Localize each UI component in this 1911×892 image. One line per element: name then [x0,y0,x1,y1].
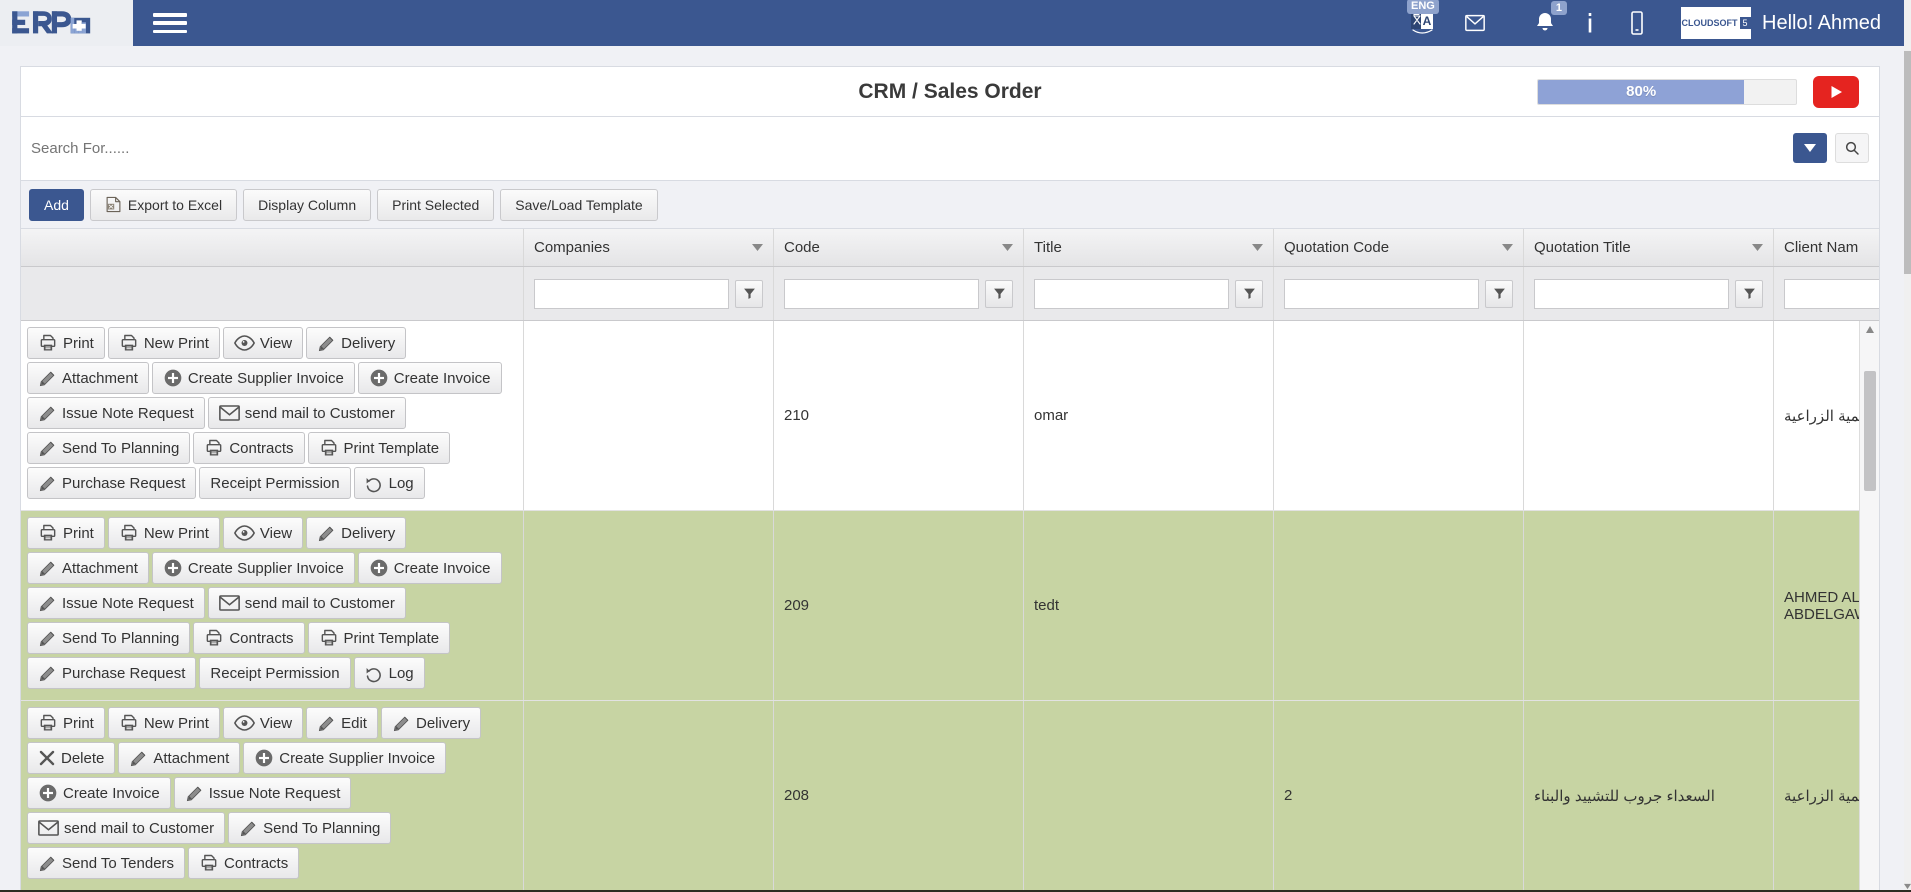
svg-text:A: A [1423,14,1432,28]
